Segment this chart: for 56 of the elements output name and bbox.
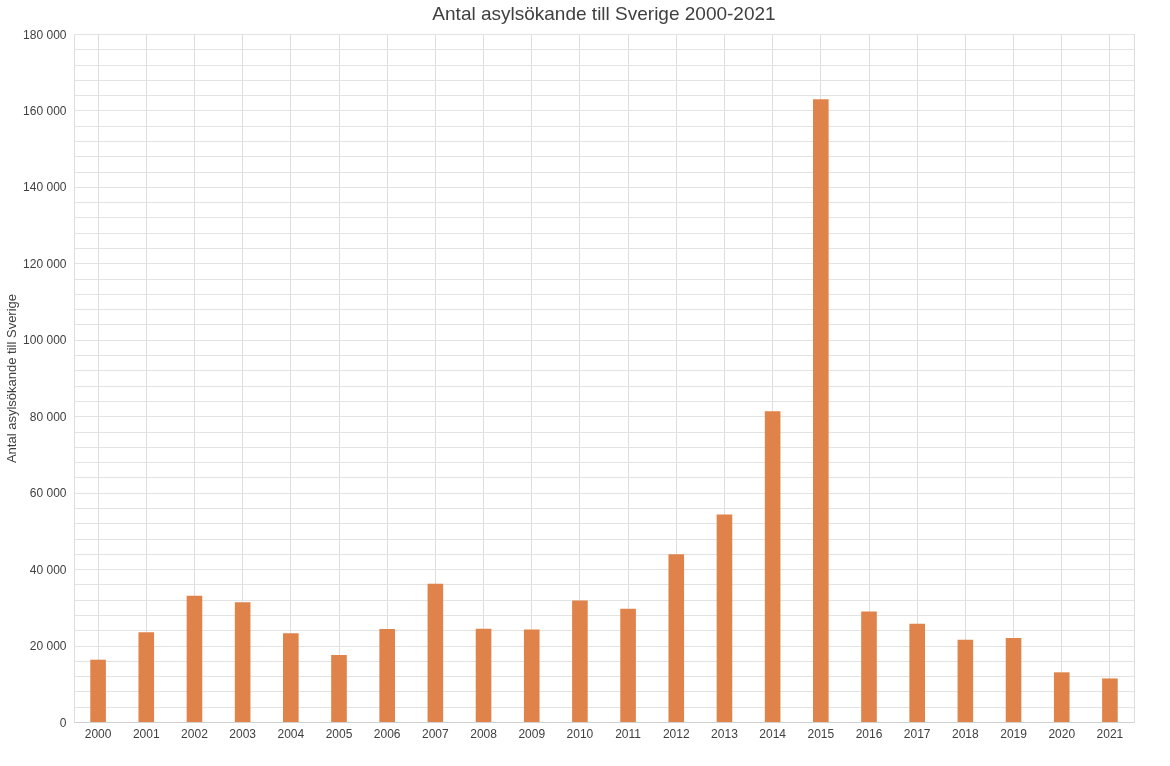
x-tick-label: 2004 — [277, 726, 305, 741]
bar — [861, 611, 877, 722]
x-tick-label: 2006 — [373, 726, 401, 741]
x-tick-label: 2008 — [470, 726, 498, 741]
x-tick-label: 2016 — [855, 726, 883, 741]
x-tick-label: 2010 — [566, 726, 594, 741]
y-tick-label: 140 000 — [23, 180, 67, 195]
bar — [620, 608, 636, 722]
x-tick-label: 2007 — [422, 726, 450, 741]
y-tick-label: 120 000 — [23, 256, 67, 271]
bar — [283, 633, 299, 722]
y-tick-label: 80 000 — [29, 409, 67, 424]
bar — [186, 595, 203, 722]
x-tick-label: 2002 — [181, 726, 209, 741]
y-axis-title: Antal asylsökande till Sverige — [4, 293, 20, 464]
x-tick-label: 2021 — [1096, 726, 1124, 741]
bar — [1053, 672, 1070, 722]
y-tick-label: 20 000 — [29, 639, 67, 654]
bar — [668, 554, 685, 722]
bar — [475, 628, 492, 722]
bar — [572, 600, 588, 722]
x-tick-label: 2014 — [759, 726, 787, 741]
x-tick-label: 2020 — [1048, 726, 1076, 741]
bar — [379, 629, 395, 722]
x-tick-label: 2000 — [84, 726, 112, 741]
y-tick-label: 60 000 — [29, 486, 67, 501]
y-tick-label: 160 000 — [23, 103, 67, 118]
x-tick-label: 2009 — [518, 726, 546, 741]
x-tick-label: 2005 — [325, 726, 353, 741]
bar — [331, 655, 347, 722]
bar — [234, 602, 251, 722]
x-tick-label: 2019 — [1000, 726, 1028, 741]
bar — [764, 411, 781, 722]
bar — [1005, 637, 1022, 722]
x-tick-label: 2003 — [229, 726, 257, 741]
y-tick-label: 0 — [59, 715, 67, 730]
bar — [909, 623, 925, 722]
bar — [138, 632, 155, 722]
y-tick-label: 40 000 — [29, 562, 67, 577]
x-tick-label: 2017 — [903, 726, 931, 741]
bar — [90, 659, 106, 722]
bar — [427, 583, 444, 722]
bar — [523, 629, 540, 722]
x-tick-label: 2001 — [132, 726, 160, 741]
x-tick-label: 2012 — [662, 726, 690, 741]
bar — [957, 639, 974, 722]
x-tick-label: 2015 — [807, 726, 835, 741]
bar — [716, 514, 733, 722]
bar — [813, 99, 829, 722]
y-tick-label: 180 000 — [23, 27, 67, 42]
y-tick-label: 100 000 — [23, 333, 67, 348]
x-tick-label: 2018 — [952, 726, 980, 741]
chart-title: Antal asylsökande till Sverige 2000-2021 — [432, 3, 776, 24]
bar — [1102, 678, 1118, 722]
x-tick-label: 2011 — [615, 726, 642, 741]
x-tick-label: 2013 — [711, 726, 739, 741]
